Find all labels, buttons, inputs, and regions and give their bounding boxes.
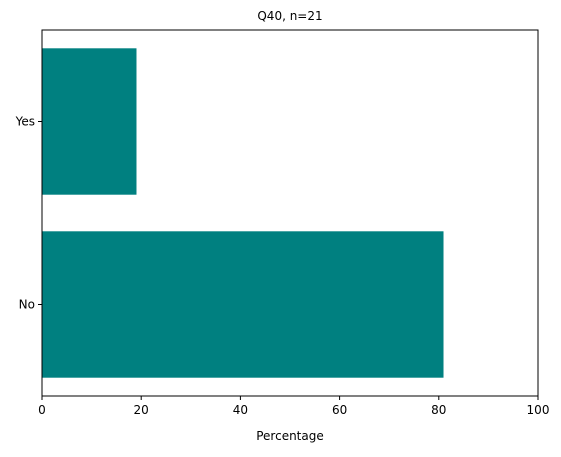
bar-yes bbox=[42, 48, 137, 195]
plot-frame bbox=[41, 29, 539, 397]
y-axis-ticks: Yes No bbox=[15, 115, 42, 312]
bar-no bbox=[42, 231, 444, 378]
x-tick-label: 60 bbox=[332, 403, 347, 417]
x-axis-ticks: 0 20 40 60 80 100 bbox=[38, 396, 549, 417]
chart-title: Q40, n=21 bbox=[257, 9, 322, 23]
y-tick-label: No bbox=[19, 298, 35, 312]
x-tick-label: 100 bbox=[527, 403, 550, 417]
x-tick-label: 80 bbox=[431, 403, 446, 417]
x-axis-label: Percentage bbox=[256, 429, 324, 443]
x-tick-label: 40 bbox=[233, 403, 248, 417]
x-tick-label: 0 bbox=[38, 403, 46, 417]
bars-layer bbox=[42, 48, 444, 378]
y-tick-label: Yes bbox=[15, 115, 35, 129]
x-tick-label: 20 bbox=[134, 403, 149, 417]
